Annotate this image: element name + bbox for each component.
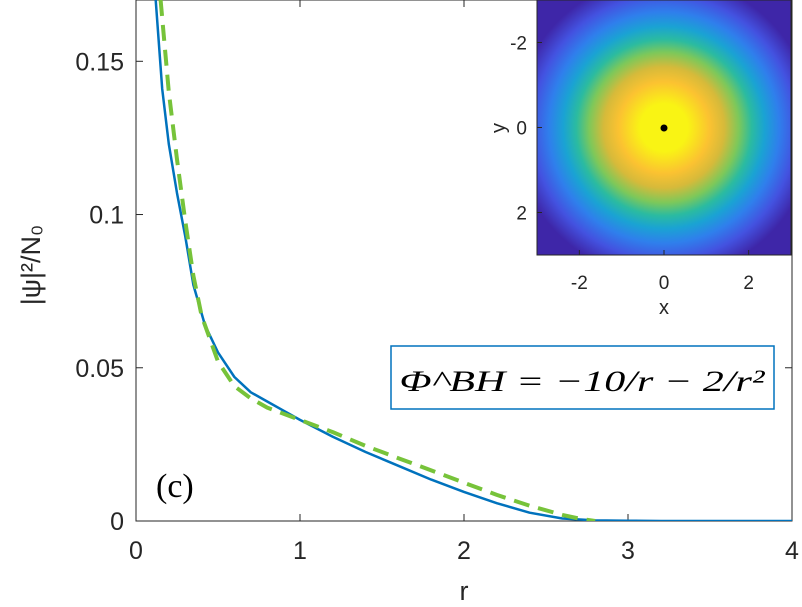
main-ylabel: |ψ|²/N₀ <box>16 225 46 305</box>
y-tick-label: 0.05 <box>75 355 124 383</box>
x-tick-label: 1 <box>293 537 307 565</box>
inset-x-tick-label: 2 <box>743 273 754 294</box>
inset-ylabel: y <box>488 123 510 133</box>
y-tick-label: 0.15 <box>75 48 124 76</box>
x-tick-label: 2 <box>457 537 471 565</box>
inset-y-tick-label: -2 <box>510 34 527 55</box>
inset-xlabel: x <box>659 297 669 319</box>
main-ticks: 0 1 2 3 4 0 0.05 0.1 0.15 <box>75 0 799 565</box>
main-series <box>154 0 792 521</box>
inset-x-tick-label: -2 <box>571 273 588 294</box>
inset-ticks: -2 0 2 -2 0 2 <box>510 34 754 295</box>
inset-x-tick-label: 0 <box>659 273 670 294</box>
main-xlabel: r <box>460 576 469 606</box>
series-line-dashed <box>158 0 596 521</box>
annotation-box <box>390 345 775 410</box>
inset-y-tick-label: 2 <box>516 204 527 225</box>
inset-heatmap: -2 0 2 -2 0 2 x y <box>488 0 792 319</box>
annotation-formula: Φ^BH = −10/r − 2/r² <box>400 365 766 398</box>
x-tick-label: 3 <box>621 537 635 565</box>
y-tick-label: 0.1 <box>89 202 124 230</box>
y-tick-label: 0 <box>110 508 124 536</box>
panel-label: (c) <box>156 468 194 505</box>
x-tick-label: 0 <box>129 537 143 565</box>
x-tick-label: 4 <box>785 537 799 565</box>
inset-center-marker <box>660 124 668 132</box>
inset-y-tick-label: 0 <box>516 119 527 140</box>
